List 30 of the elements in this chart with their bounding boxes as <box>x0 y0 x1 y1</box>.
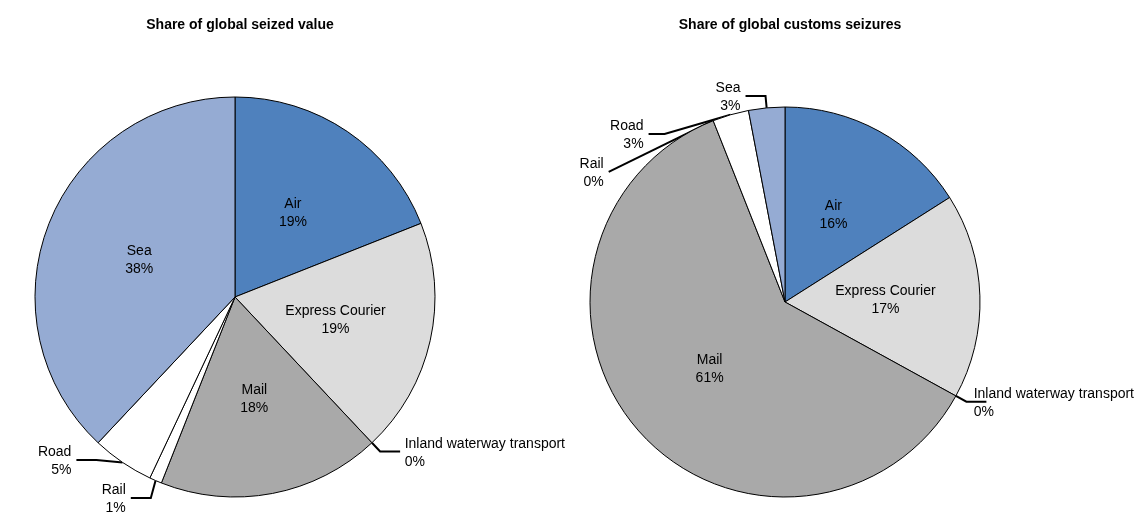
data-label: 18% <box>240 399 269 416</box>
data-label: 38% <box>125 260 154 277</box>
text: 0% <box>973 402 994 419</box>
text: 0% <box>583 172 604 189</box>
data-label: 5% <box>51 461 72 477</box>
slice-label: Express Courier <box>285 302 387 319</box>
slice-label: Air <box>824 196 843 213</box>
slice-label: Road <box>37 443 72 459</box>
slice-label: Air <box>284 194 302 211</box>
data-label: 17% <box>871 299 900 316</box>
slice-label: Express Courier <box>835 281 936 298</box>
data-label: 1% <box>105 499 126 515</box>
slice-label: Sea <box>715 78 741 95</box>
data-label: 16% <box>819 214 848 231</box>
data-label: 61% <box>695 369 724 386</box>
data-label: 19% <box>278 212 307 229</box>
slice-label: Mail <box>241 381 268 398</box>
text: 0% <box>404 452 425 469</box>
category-label: Inland waterway transport <box>973 384 1135 401</box>
data-label: 19% <box>321 320 350 337</box>
legend-label: Inland waterway transport <box>404 434 566 451</box>
slice-label: Rail <box>101 481 126 497</box>
slice-label: Sea <box>126 242 152 259</box>
chart-title: Share of global customs seizures <box>678 16 902 32</box>
category-label: Rail <box>579 154 604 171</box>
slice-label: Road <box>610 116 644 133</box>
chart-title: Share of global seized value <box>146 16 334 32</box>
data-label: 3% <box>623 134 644 151</box>
data-label: 3% <box>720 96 741 113</box>
slice-label: Mail <box>696 351 723 368</box>
